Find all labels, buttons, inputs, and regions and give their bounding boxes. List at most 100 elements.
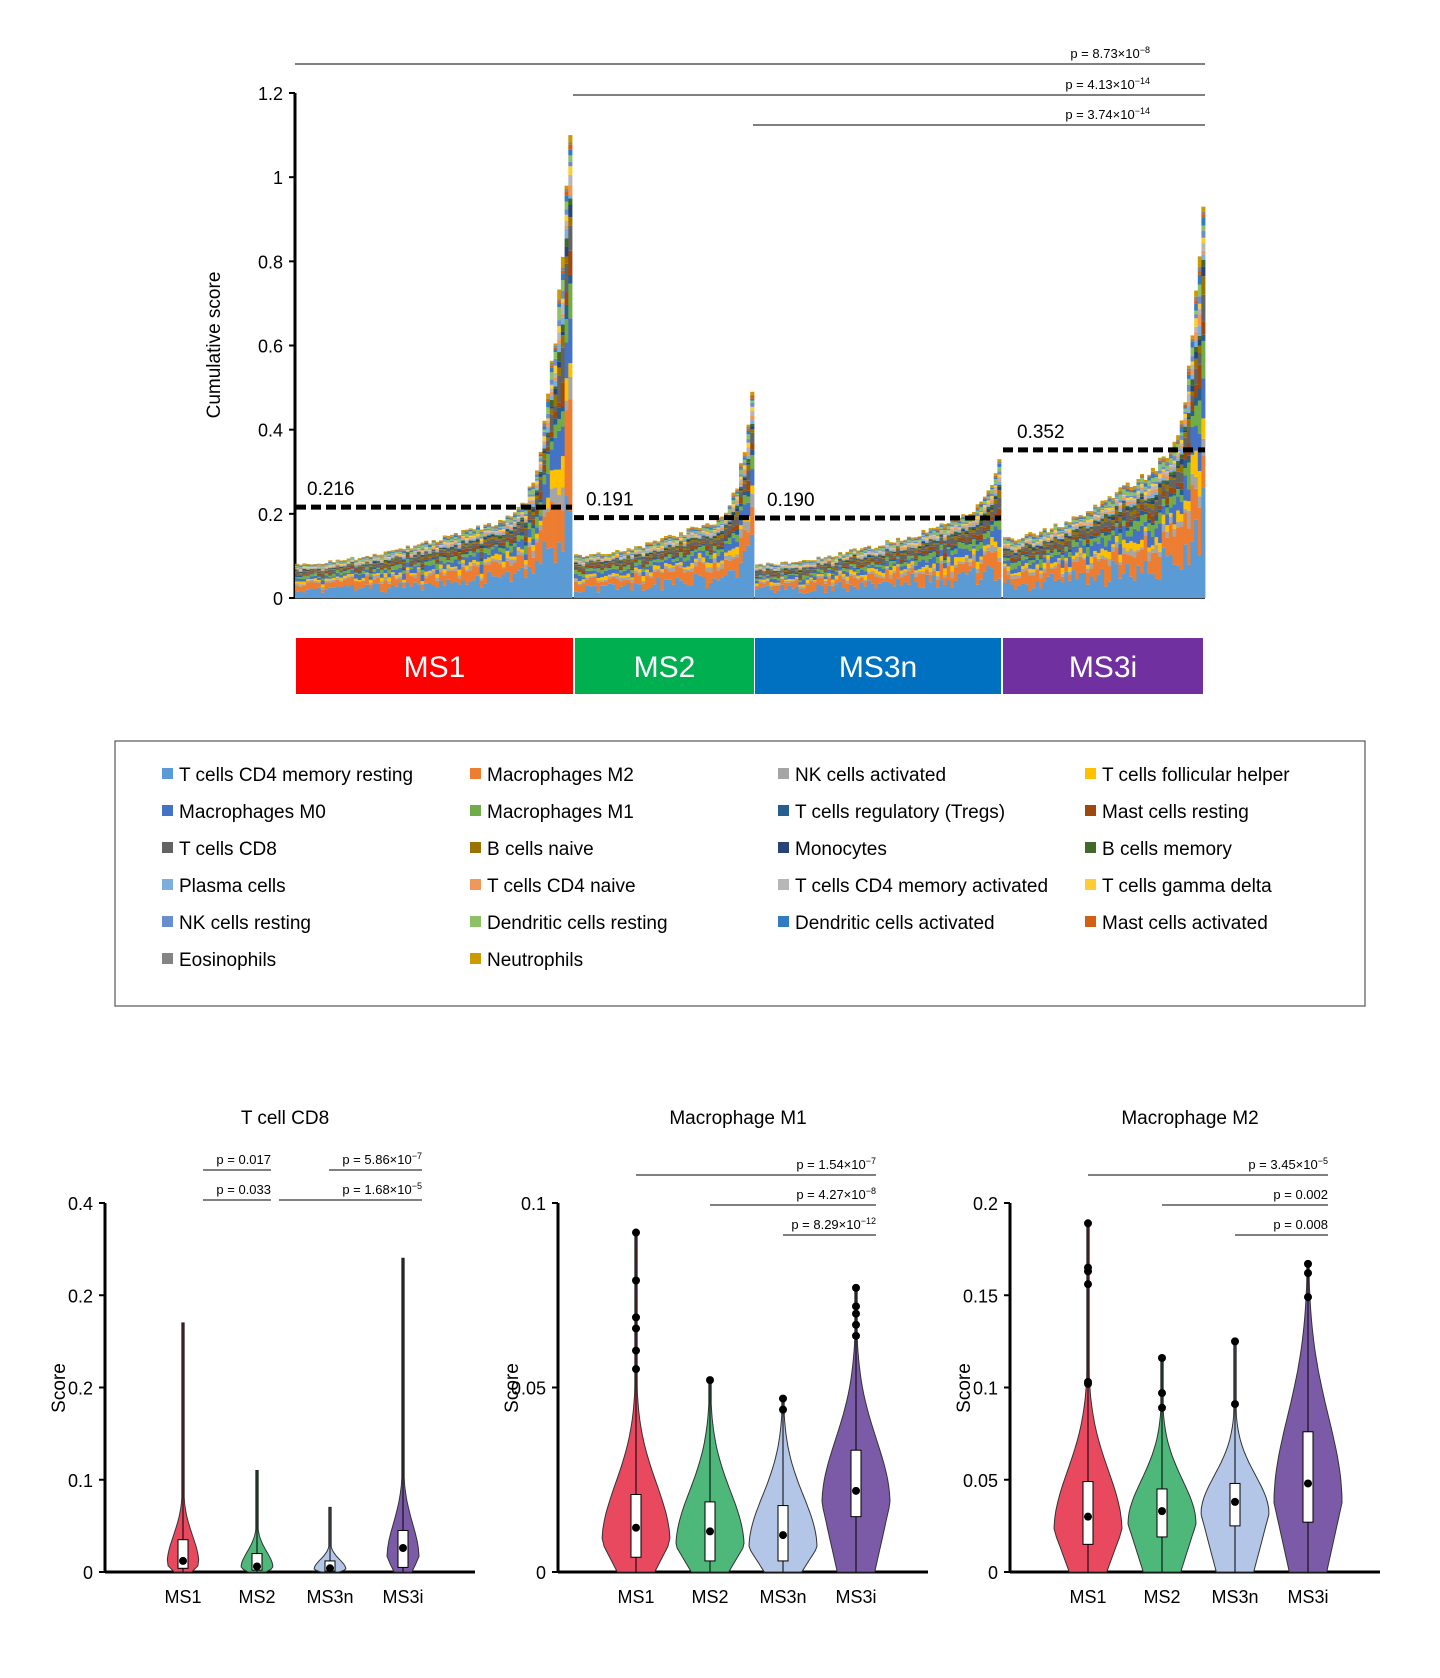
stack-segment xyxy=(302,581,307,585)
stack-segment xyxy=(512,573,517,598)
stack-segment xyxy=(1075,527,1080,529)
stack-segment xyxy=(874,573,879,577)
stack-segment xyxy=(1046,559,1051,563)
stack-segment xyxy=(1125,521,1130,528)
stack-segment xyxy=(794,568,799,570)
stack-segment xyxy=(1003,557,1008,561)
stack-segment xyxy=(739,487,744,489)
stack-segment xyxy=(568,363,573,377)
stack-segment xyxy=(1114,503,1119,507)
stack-segment xyxy=(701,525,706,527)
stack-segment xyxy=(1067,525,1072,528)
stack-segment xyxy=(932,575,937,598)
stack-segment xyxy=(682,535,687,537)
stack-segment xyxy=(622,570,627,576)
stack-segment xyxy=(1100,568,1105,598)
stack-segment xyxy=(925,546,930,549)
stack-segment xyxy=(812,560,817,562)
stack-segment xyxy=(589,586,594,598)
stack-segment xyxy=(549,488,554,502)
stack-segment xyxy=(464,541,469,543)
stack-segment xyxy=(1085,522,1090,525)
stack-segment xyxy=(1053,555,1058,563)
stack-segment xyxy=(686,532,691,535)
stack-segment xyxy=(413,566,418,574)
stack-segment xyxy=(346,569,351,570)
stack-segment xyxy=(549,367,554,373)
stack-segment xyxy=(953,525,958,529)
stack-segment xyxy=(1125,488,1130,492)
stack-segment xyxy=(1100,521,1105,524)
stack-segment xyxy=(442,552,447,555)
stack-segment xyxy=(512,528,517,531)
stack-segment xyxy=(542,426,547,430)
stack-segment xyxy=(468,530,473,532)
stack-segment xyxy=(368,562,373,564)
stack-segment xyxy=(925,539,930,541)
stack-segment xyxy=(990,552,995,569)
stack-segment xyxy=(1096,552,1101,559)
stack-segment xyxy=(387,577,392,582)
stack-segment xyxy=(630,553,635,556)
stack-segment xyxy=(709,529,714,533)
stack-segment xyxy=(641,547,646,549)
stack-segment xyxy=(365,565,370,567)
stack-segment xyxy=(697,540,702,543)
stack-segment xyxy=(997,461,1002,464)
stack-segment xyxy=(512,540,517,544)
stack-segment xyxy=(472,556,477,560)
stack-segment xyxy=(431,573,436,586)
stack-segment xyxy=(637,556,642,558)
stack-segment xyxy=(498,545,503,548)
stack-segment xyxy=(701,536,706,539)
stack-segment xyxy=(1053,525,1058,527)
stack-segment xyxy=(324,573,329,574)
stack-segment xyxy=(564,220,569,226)
stack-segment xyxy=(394,552,399,554)
stack-segment xyxy=(1082,573,1087,598)
stack-segment xyxy=(391,556,396,558)
stack-segment xyxy=(1010,539,1015,541)
stack-segment xyxy=(694,549,699,552)
stack-segment xyxy=(856,578,861,580)
stack-segment xyxy=(600,559,605,561)
stack-segment xyxy=(538,564,543,598)
stack-segment xyxy=(1122,488,1127,490)
stack-segment xyxy=(538,520,543,525)
stack-segment xyxy=(856,557,861,559)
stack-segment xyxy=(1100,509,1105,512)
stack-segment xyxy=(769,564,774,566)
stack-segment xyxy=(372,560,377,562)
stack-segment xyxy=(1024,538,1029,539)
stack-segment xyxy=(697,538,702,540)
stack-segment xyxy=(1093,511,1098,515)
stack-segment xyxy=(416,568,421,573)
stack-segment xyxy=(416,572,421,585)
stack-segment xyxy=(671,544,676,546)
stack-segment xyxy=(641,560,646,565)
stack-segment xyxy=(607,583,612,598)
stack-segment xyxy=(298,571,303,573)
stack-segment xyxy=(592,575,597,577)
stack-segment xyxy=(298,569,303,571)
stack-segment xyxy=(925,540,930,542)
stack-segment xyxy=(957,533,962,535)
stack-segment xyxy=(615,553,620,554)
stack-segment xyxy=(1010,561,1015,563)
stack-segment xyxy=(997,490,1002,498)
stack-segment xyxy=(1028,543,1033,545)
stack-segment xyxy=(903,575,908,583)
stack-segment xyxy=(512,556,517,560)
stack-segment xyxy=(675,549,680,553)
stack-segment xyxy=(512,562,517,574)
stack-segment xyxy=(910,539,915,541)
stack-segment xyxy=(1060,560,1065,568)
stack-segment xyxy=(867,566,872,569)
stack-segment xyxy=(906,537,911,539)
stack-segment xyxy=(979,559,984,564)
stack-segment xyxy=(671,566,676,572)
y-tick-label: 0.8 xyxy=(258,252,283,272)
stack-segment xyxy=(343,571,348,574)
stack-segment xyxy=(479,564,484,574)
stack-segment xyxy=(932,570,937,576)
